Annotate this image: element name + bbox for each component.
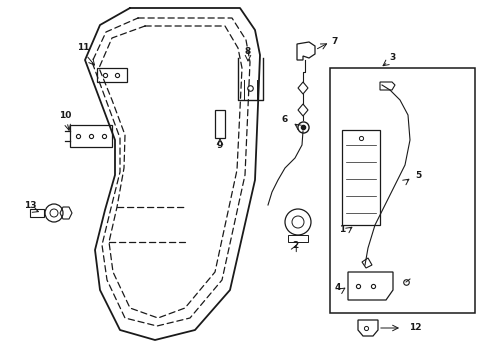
Bar: [287, 235, 307, 242]
Text: 7: 7: [331, 37, 338, 46]
Text: 1: 1: [338, 225, 345, 234]
Bar: [30, 209, 44, 217]
Bar: [329, 68, 474, 313]
Text: 5: 5: [414, 171, 420, 180]
Text: 12: 12: [408, 324, 420, 333]
Text: 6: 6: [281, 116, 287, 125]
Text: 10: 10: [59, 111, 71, 120]
Text: 8: 8: [244, 48, 251, 57]
Text: 3: 3: [388, 54, 394, 63]
Text: 9: 9: [216, 140, 223, 149]
Bar: [341, 130, 379, 225]
Text: 2: 2: [291, 240, 298, 249]
Bar: [215, 110, 224, 138]
Text: 4: 4: [334, 284, 341, 292]
Bar: [70, 125, 112, 147]
Text: 13: 13: [24, 201, 36, 210]
Bar: [97, 68, 127, 82]
Text: 11: 11: [77, 42, 89, 51]
